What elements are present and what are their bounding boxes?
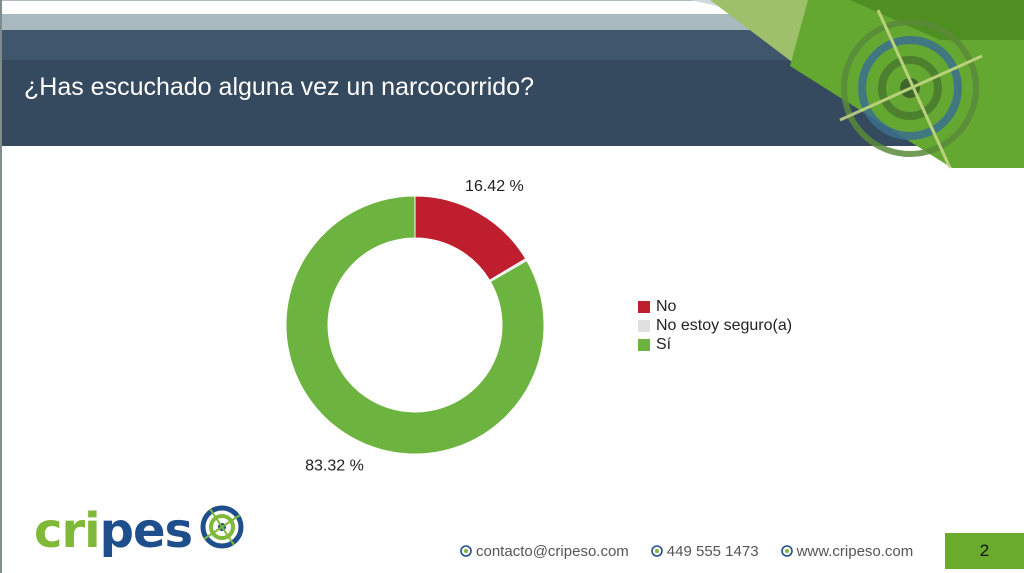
donut-chart: 16.42 % 83.32 % xyxy=(285,178,545,474)
header-target-decoration xyxy=(690,0,1024,169)
legend-label: No xyxy=(656,297,677,315)
email-target-icon xyxy=(460,545,472,557)
footer-phone[interactable]: 449 555 1473 xyxy=(650,542,759,560)
donut-slice-si xyxy=(285,195,545,455)
legend-label: No estoy seguro(a) xyxy=(656,316,793,334)
footer-email[interactable]: contacto@cripeso.com xyxy=(460,543,629,560)
chart-legend: No No estoy seguro(a) Sí xyxy=(638,297,792,354)
donut-slice-no xyxy=(414,195,527,282)
cripeso-logo: cripes xyxy=(34,503,244,559)
data-label-no: 16.42 % xyxy=(465,178,524,195)
legend-swatch xyxy=(638,319,650,332)
phone-target-icon xyxy=(650,545,663,557)
legend-label: Sí xyxy=(656,335,672,353)
logo-text-pes: pes xyxy=(99,503,193,559)
page-number: 2 xyxy=(945,533,1024,569)
footer-website[interactable]: www.cripeso.com xyxy=(780,542,914,560)
legend-swatch xyxy=(638,300,650,313)
footer-website-text: www.cripeso.com xyxy=(796,542,914,560)
target-icon xyxy=(839,9,983,169)
legend-swatch xyxy=(638,338,650,351)
legend-item-no: No xyxy=(638,297,792,316)
logo-text-cri: cri xyxy=(34,503,101,559)
website-target-icon xyxy=(780,545,793,557)
logo-target-icon xyxy=(200,505,244,549)
left-border xyxy=(0,0,2,573)
legend-item-si: Sí xyxy=(638,335,792,354)
legend-item-no-estoy-seguro-a: No estoy seguro(a) xyxy=(638,316,792,335)
page-title: ¿Has escuchado alguna vez un narcocorrid… xyxy=(24,73,535,101)
footer-contacts: contacto@cripeso.com 449 555 1473 www.cr… xyxy=(460,539,935,563)
footer-email-text: contacto@cripeso.com xyxy=(476,542,629,560)
footer-phone-text: 449 555 1473 xyxy=(666,542,759,560)
top-border xyxy=(0,0,1024,1)
data-label-si: 83.32 % xyxy=(305,457,364,474)
